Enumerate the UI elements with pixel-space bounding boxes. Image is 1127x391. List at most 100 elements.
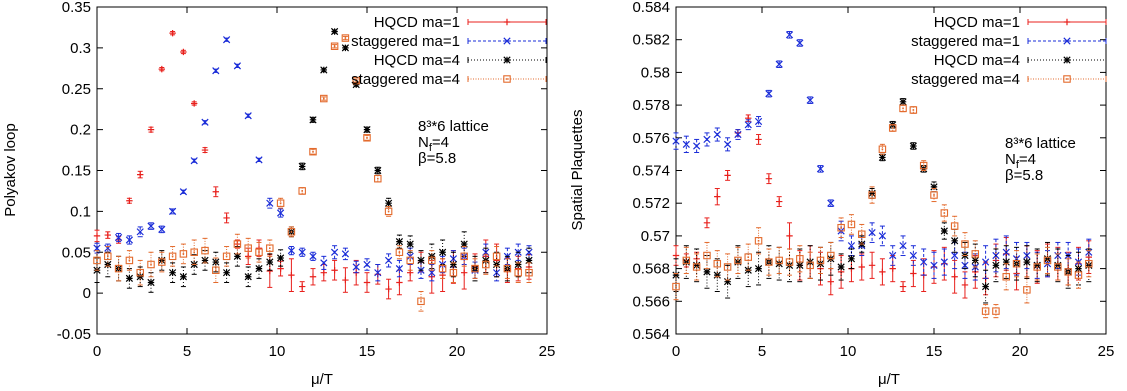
y-tick-label: 0.3 [70, 40, 91, 57]
data-point-dot [1015, 262, 1018, 265]
flavor-symbol: N [418, 134, 429, 151]
series-staggered-ma-4 [93, 34, 533, 312]
data-point-dot [269, 247, 271, 249]
data-point [147, 278, 155, 287]
y-tick-label: 0.15 [62, 163, 91, 180]
data-point-dot [474, 267, 476, 270]
x-tick-label: 15 [926, 343, 943, 360]
data-point-dot [747, 256, 750, 258]
data-point [909, 251, 917, 260]
data-point [971, 250, 980, 258]
data-point-dot [344, 37, 347, 39]
data-point [868, 189, 876, 198]
data-point [482, 260, 490, 269]
x-tick-label: 15 [359, 343, 376, 360]
data-point [461, 269, 468, 276]
data-point [201, 118, 209, 126]
data-point [1012, 259, 1021, 268]
data-point [837, 263, 845, 271]
data-point [765, 90, 773, 98]
data-point [114, 264, 123, 273]
data-point-dot [204, 249, 206, 252]
data-point-dot [809, 264, 811, 267]
data-point-dot [974, 253, 977, 255]
data-point [298, 248, 306, 256]
data-point [723, 263, 732, 271]
data-point-dot [768, 261, 770, 263]
data-point-dot [312, 150, 314, 153]
data-point [147, 126, 155, 133]
data-point [827, 278, 834, 285]
data-point [754, 264, 763, 273]
data-point [734, 258, 742, 266]
data-point [775, 256, 783, 265]
plot-frame [96, 6, 548, 335]
data-point [298, 162, 306, 171]
data-point [190, 248, 198, 257]
data-point [796, 255, 804, 263]
data-point [951, 251, 959, 260]
data-point [320, 94, 328, 103]
data-point [384, 199, 393, 207]
data-point [396, 279, 403, 286]
x-tick-label: 20 [449, 343, 466, 360]
data-point [1064, 268, 1072, 276]
data-point-dot [1036, 266, 1038, 268]
legend-marker [503, 75, 511, 83]
data-point [868, 191, 876, 199]
legend-marker [1063, 18, 1071, 26]
x-tick-label: 10 [269, 343, 286, 360]
data-point-dot [485, 263, 487, 266]
lattice-annotation: 8³*6 lattice [418, 118, 489, 135]
data-point [889, 251, 897, 260]
data-point [796, 39, 804, 47]
data-point [682, 258, 690, 266]
data-point-dot [528, 271, 530, 274]
legend-marker [503, 18, 511, 26]
data-point [276, 254, 285, 262]
data-point [806, 261, 814, 270]
data-point [136, 268, 144, 277]
legend-label: staggered ma=1 [351, 33, 460, 50]
data-point [233, 252, 242, 260]
legend-marker-dot [1066, 78, 1068, 80]
data-point [713, 130, 721, 139]
flavor-value: =4 [432, 134, 449, 151]
data-point [222, 252, 231, 261]
data-point [191, 100, 198, 107]
x-tick-label: 25 [539, 343, 556, 360]
data-point-dot [409, 259, 411, 262]
data-point [158, 258, 166, 266]
data-point [438, 264, 447, 273]
data-point-dot [716, 262, 719, 265]
data-point-dot [757, 240, 760, 242]
data-point [868, 229, 876, 237]
data-point [374, 269, 382, 277]
data-point [525, 268, 533, 277]
data-point [330, 42, 339, 50]
data-point-dot [995, 310, 997, 312]
y-tick-label: 0.58 [641, 64, 670, 81]
data-point [125, 256, 134, 265]
flavor-value: =4 [1019, 151, 1036, 168]
data-point [703, 135, 711, 144]
data-point [992, 307, 1000, 315]
data-point [961, 261, 969, 269]
data-point [276, 199, 285, 207]
data-point [104, 231, 111, 239]
y-tick-label: 0.584 [632, 0, 670, 16]
data-point [714, 193, 721, 200]
data-point [406, 256, 414, 265]
data-point-dot [1046, 259, 1049, 262]
data-point [136, 228, 144, 236]
data-point-dot [171, 255, 174, 258]
y-tick-label: 0.564 [632, 326, 670, 343]
data-point [1074, 271, 1083, 279]
flavor-annotation: Nf=4 [418, 134, 449, 154]
data-point [428, 256, 436, 265]
y-tick-label: 0.35 [62, 0, 91, 16]
data-point [951, 237, 959, 245]
data-point [276, 209, 285, 217]
data-point [395, 248, 404, 257]
data-point-dot [953, 225, 956, 227]
